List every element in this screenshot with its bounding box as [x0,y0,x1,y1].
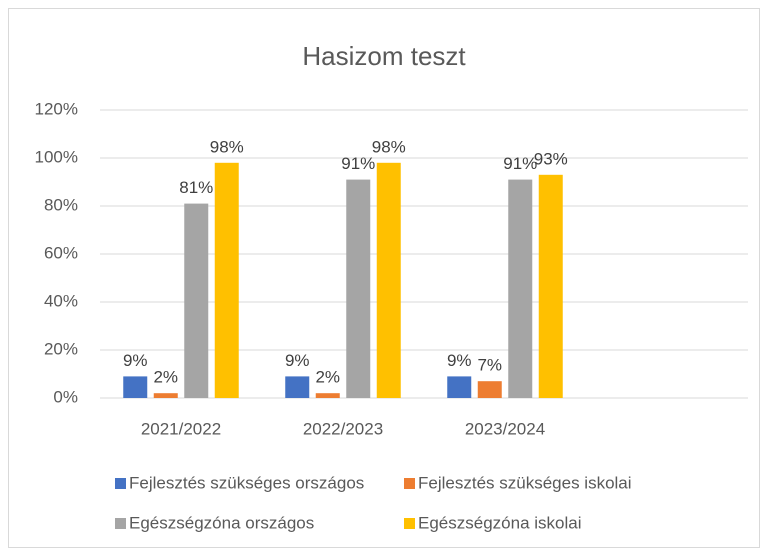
data-label: 98% [210,137,244,156]
bar [184,203,209,398]
data-label: 2% [315,368,340,387]
data-label: 7% [477,356,502,375]
x-tick-label: 2022/2023 [303,419,383,438]
x-tick-label: 2023/2024 [465,419,545,438]
legend-swatch [404,518,415,529]
data-label: 9% [285,351,310,370]
y-tick-label: 0% [53,387,78,406]
bar [285,376,310,398]
data-label: 9% [447,351,472,370]
legend-swatch [115,518,126,529]
y-tick-label: 20% [44,339,78,358]
bar [538,174,563,398]
data-label: 98% [372,137,406,156]
legend-label: Fejlesztés szükséges országos [129,473,364,492]
data-label: 9% [123,351,148,370]
legend-label: Egészségzóna országos [129,513,314,532]
bar [123,376,148,398]
y-tick-label: 40% [44,291,78,310]
bar [346,179,371,398]
data-label: 91% [341,154,375,173]
y-tick-label: 60% [44,243,78,262]
data-label: 81% [179,178,213,197]
legend-label: Egészségzóna iskolai [418,513,581,532]
data-label: 2% [153,368,178,387]
chart-title: Hasizom teszt [302,41,466,71]
bar [508,179,533,398]
y-tick-label: 100% [35,147,78,166]
x-tick-label: 2021/2022 [141,419,221,438]
y-tick-label: 120% [35,99,78,118]
data-label: 91% [503,154,537,173]
bar [214,162,239,398]
legend-swatch [404,478,415,489]
legend-label: Fejlesztés szükséges iskolai [418,473,632,492]
bar [477,381,502,398]
bar [153,393,178,398]
bar [315,393,340,398]
bar [376,162,401,398]
bar [447,376,472,398]
y-tick-label: 80% [44,195,78,214]
legend-swatch [115,478,126,489]
data-label: 93% [534,149,568,168]
